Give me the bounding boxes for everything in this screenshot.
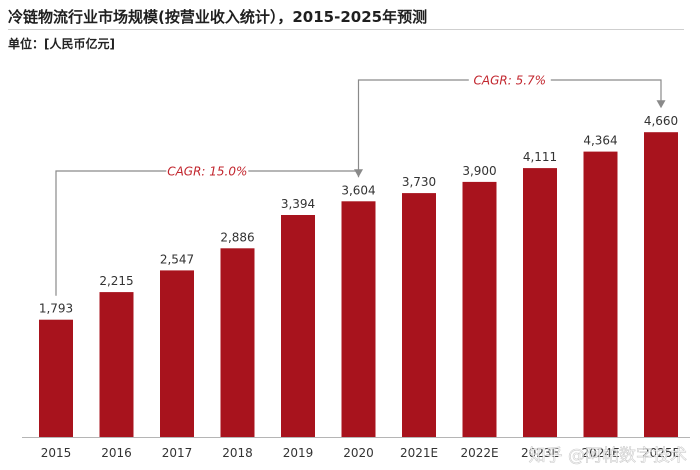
value-label-2015: 1,793 <box>39 302 73 316</box>
bar-2016 <box>99 292 134 437</box>
x-tick-2019: 2019 <box>283 446 314 460</box>
x-tick-2025E: 2025E <box>642 446 680 460</box>
bars-group <box>39 132 678 437</box>
value-label-2024E: 4,364 <box>583 134 617 148</box>
x-tick-labels-group: 2015 2016 2017 2018 2019 2020 2021E 2022E 2023E 2… <box>41 446 680 460</box>
value-label-2017: 2,547 <box>160 252 194 266</box>
cagr-label-2: CAGR: 5.7% <box>474 74 547 88</box>
bar-2022E <box>462 181 497 437</box>
x-tick-2018: 2018 <box>222 446 253 460</box>
watermark-text: 知乎 @阿帕数字技术 <box>529 446 687 466</box>
value-labels-group: 1,793 2,215 2,547 2,886 3,394 3,604 3,730 3,900… <box>39 114 678 316</box>
cagr-label-background-2 <box>468 71 551 89</box>
bar-2024E <box>583 151 618 437</box>
x-tick-2022E: 2022E <box>460 446 498 460</box>
cagr-label-background-1 <box>166 162 249 180</box>
x-tick-2024E: 2024E <box>581 446 619 460</box>
value-label-2018: 2,886 <box>220 230 254 244</box>
x-tick-2017: 2017 <box>162 446 193 460</box>
x-tick-2020: 2020 <box>343 446 374 460</box>
bar-2017 <box>160 270 194 437</box>
value-label-2023E: 4,111 <box>523 150 557 164</box>
chart-title: 冷链物流行业市场规模(按营业收入统计），2015-2025年预测 <box>8 8 428 26</box>
cagr-arrowhead-2 <box>656 100 666 109</box>
bar-2019 <box>281 215 315 437</box>
cagr-annotations-group: CAGR: 15.0% CAGR: 5.7% <box>55 71 666 296</box>
value-label-2021E: 3,730 <box>402 175 436 189</box>
bar-2021E <box>402 193 436 437</box>
x-tick-2016: 2016 <box>101 446 132 460</box>
x-tick-2021E: 2021E <box>400 446 438 460</box>
bar-2018 <box>220 248 255 437</box>
x-tick-2023E: 2023E <box>521 446 559 460</box>
value-label-2025E: 4,660 <box>644 114 678 128</box>
bar-2020 <box>341 201 376 437</box>
unit-label: 单位：[人民币亿元] <box>8 37 115 51</box>
bar-2025E <box>644 132 678 437</box>
bar-2015 <box>39 319 73 437</box>
x-tick-2015: 2015 <box>41 446 72 460</box>
value-label-2022E: 3,900 <box>462 164 496 178</box>
title-divider <box>8 29 684 30</box>
value-label-2016: 2,215 <box>99 274 133 288</box>
cagr-label-1: CAGR: 15.0% <box>167 165 247 179</box>
value-label-2019: 3,394 <box>281 197 315 211</box>
bar-2023E <box>523 168 557 437</box>
value-label-2020: 3,604 <box>341 183 375 197</box>
